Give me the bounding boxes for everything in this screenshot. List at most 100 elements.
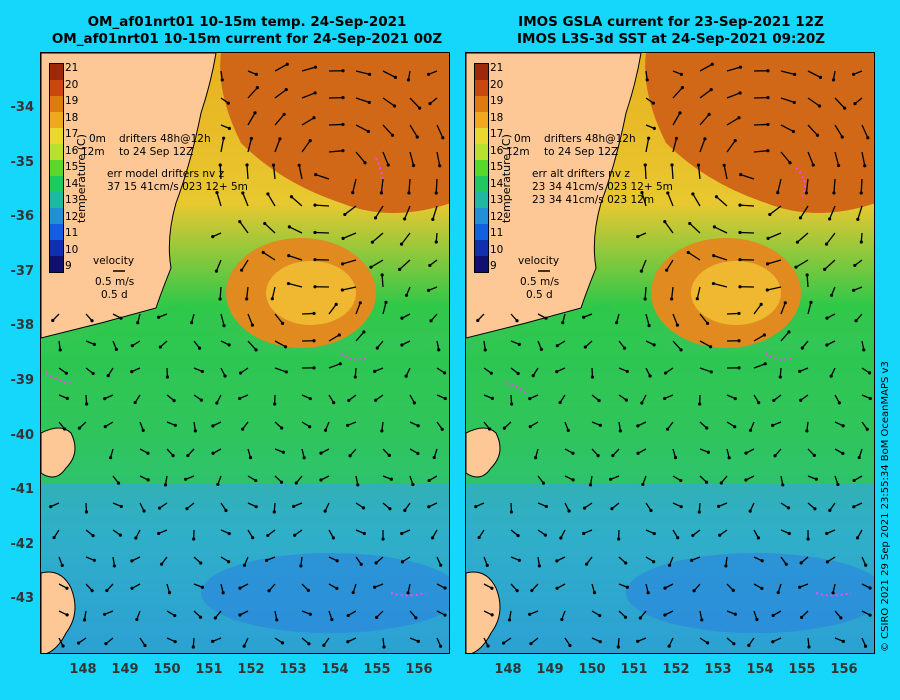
current-vector-head [340,262,345,266]
current-vector-head [346,613,350,618]
current-vector-head [222,136,226,140]
current-vector-arrow [713,282,728,288]
current-vector-arrow [246,164,249,180]
cold-water-patch [626,553,874,633]
current-vector-head [765,262,770,266]
current-vector-head [159,562,164,566]
current-vector-head [373,369,377,373]
current-vector-head [679,348,683,352]
current-vector-head [271,163,276,167]
current-vector-head [431,217,435,221]
current-vector-head [198,615,203,619]
current-vector-head [679,72,683,76]
current-vector-head [663,220,667,224]
longitude-tick-label: 154 [321,662,349,677]
current-vector-head [346,640,350,644]
current-vector-head [404,374,408,378]
current-vector-head [840,135,844,139]
current-vector-head [49,505,53,509]
current-vector-head [623,615,628,619]
current-vector-arrow [382,97,395,107]
current-vector-arrow [723,165,728,180]
current-vector-arrow [641,192,647,207]
current-vector-head [200,585,204,589]
current-vector-head [130,586,134,590]
current-vector-head [351,191,355,195]
current-vector-arrow [714,226,728,234]
current-vector-head [582,531,586,536]
current-vector-arrow [246,286,249,299]
drifter-track [375,157,384,199]
colorbar-tick-label: 20 [65,78,79,91]
current-vector-head [335,559,339,563]
current-vector-arrow [247,340,257,351]
current-vector-head [90,589,94,593]
current-vector-head [299,564,303,568]
current-vector-arrow [291,196,303,207]
current-vector-head [643,297,647,301]
current-vector-head [351,590,355,595]
current-vector-head [427,505,431,509]
current-vector-head [757,401,761,405]
current-vector-head [404,293,409,297]
current-vector-head [312,366,316,370]
current-vector-head [805,273,809,277]
current-vector-head [800,615,804,619]
current-vector-head [560,617,564,622]
current-vector-head [825,560,830,564]
current-vector-head [227,531,231,536]
colorbar-tick-label: 20 [490,78,504,91]
current-vector-head [771,613,775,618]
latitude-tick-label: -42 [10,536,35,552]
current-vector-head [831,78,836,82]
current-vector-head [868,586,872,590]
current-vector-head [254,505,258,509]
current-vector-arrow [726,117,740,126]
current-vector-head [738,65,743,69]
current-vector-head [369,265,373,269]
current-vector-arrow [247,313,254,326]
current-vector-head [648,374,652,378]
current-vector-head [254,348,258,352]
current-vector-head [427,288,431,292]
current-vector-head [362,330,366,334]
colorbar-tick-label: 18 [65,111,79,124]
current-vector-head [616,645,620,649]
current-vector-arrow [726,140,736,153]
current-vector-head [388,507,392,511]
current-vector-head [390,133,395,137]
current-vector-arrow [672,313,679,326]
current-vector-head [651,101,655,105]
current-vector-head [393,75,398,79]
right-err-line2: 23 34 41cm/s 023 12+ 5m [532,181,673,193]
current-vector-head [474,505,478,509]
current-vector-arrow [374,205,384,219]
current-vector-head [346,423,350,427]
current-vector-head [710,62,714,66]
current-vector-arrow [826,232,836,245]
current-vector-head [186,453,190,458]
current-vector-head [438,164,442,168]
current-vector-head [312,339,316,343]
current-vector-head [216,482,220,487]
current-vector-arrow [767,232,782,239]
current-vector-arrow [436,124,444,139]
current-vector-head [226,101,230,105]
current-vector-head [312,116,316,120]
current-vector-head [313,230,317,235]
current-vector-arrow [298,165,303,180]
current-vector-head [308,139,312,143]
current-vector-head [116,481,121,485]
colorbar-tick-label: 14 [490,177,504,190]
current-vector-head [400,560,405,564]
current-vector-head [106,374,110,378]
latitude-tick-label: -37 [10,263,35,279]
current-vector-head [625,369,629,374]
current-vector-arrow [861,151,866,166]
current-vector-head [670,163,674,167]
warm-eddy-core [691,261,781,325]
current-vector-head [640,190,644,195]
current-vector-head [254,478,258,483]
current-vector-head [766,122,770,127]
current-vector-head [501,641,506,645]
